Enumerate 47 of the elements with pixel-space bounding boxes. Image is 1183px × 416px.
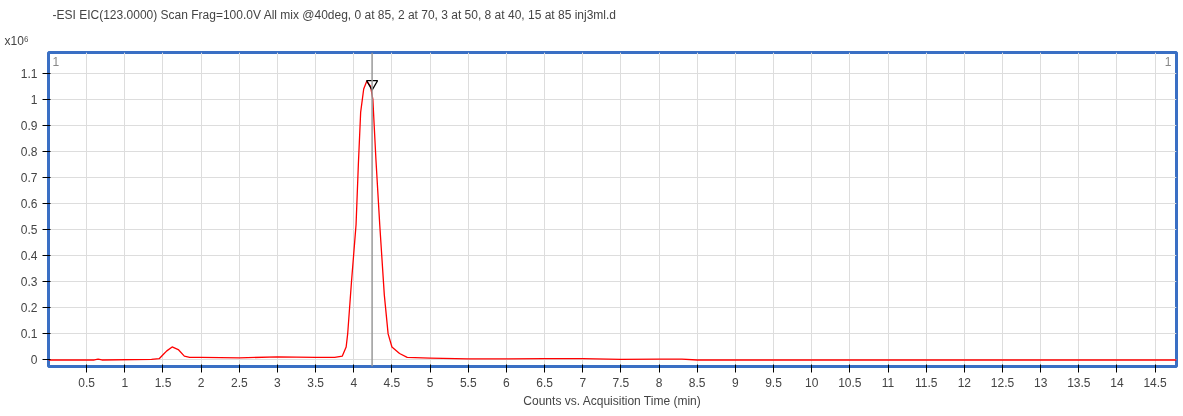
y-tick-label: 0.7 <box>20 171 38 186</box>
x-tick-label: 5 <box>426 375 434 390</box>
x-tick-label: 8 <box>655 375 663 390</box>
x-tick-label: 3 <box>274 375 282 390</box>
x-tick-label: 8.5 <box>688 375 706 390</box>
x-tick-label: 10 <box>805 375 819 390</box>
line-series <box>48 80 1177 361</box>
y-tick-label: 0.8 <box>20 145 38 160</box>
chart-title: -ESI EIC(123.0000) Scan Frag=100.0V All mix @40deg, 0 at 85, 2 at 70, 3 at 50, 8 at 40, 15 at 85 inj3ml.d <box>52 7 617 22</box>
y-tick-label: 0 <box>30 353 38 368</box>
x-tick-label: 9 <box>732 375 740 390</box>
x-tick-label: 14.5 <box>1143 375 1168 390</box>
x-tick-label: 5.5 <box>459 375 477 390</box>
x-tick-label: 7 <box>579 375 587 390</box>
y-tick-label: 1.1 <box>20 66 38 81</box>
x-tick-label: 14 <box>1110 375 1124 390</box>
x-tick-label: 13.5 <box>1067 375 1091 390</box>
x-tick-label: 11.5 <box>914 375 938 390</box>
x-tick-label: 12 <box>957 375 972 390</box>
x-tick-label: 9.5 <box>765 375 783 390</box>
y-tick-label: 0.2 <box>20 301 38 316</box>
x-tick-label: 2 <box>197 375 205 390</box>
x-tick-label: 10.5 <box>838 375 862 390</box>
x-tick-label: 1 <box>121 375 129 390</box>
y-tick-label: 0.4 <box>20 249 38 264</box>
x-tick-label: 13 <box>1033 375 1048 390</box>
y-tick-label: 0.5 <box>20 223 38 238</box>
x-tick-label: 1.5 <box>154 375 172 390</box>
x-tick-label: 11 <box>881 375 895 390</box>
x-tick-label: 4 <box>350 375 358 390</box>
x-tick-label: 6.5 <box>536 375 554 390</box>
x-tick-label: 6 <box>503 375 511 390</box>
annotation: 1 <box>1164 54 1172 69</box>
annotation: 1 <box>52 54 60 69</box>
x-tick-label: 7.5 <box>612 375 630 390</box>
y-tick-label: 0.3 <box>20 275 38 290</box>
y-tick-label: 0.9 <box>20 118 38 133</box>
x-tick-label: 0.5 <box>78 375 96 390</box>
y-tick-label: 1 <box>30 92 38 107</box>
x-tick-label: 12.5 <box>990 375 1015 390</box>
y-tick-label: 0.6 <box>20 197 38 212</box>
y-axis-title: x10⁶ <box>4 33 29 48</box>
x-tick-label: 3.5 <box>307 375 325 390</box>
x-tick-label: 2.5 <box>230 375 248 390</box>
y-tick-label: 0.1 <box>20 327 38 342</box>
x-axis-title: Counts vs. Acquisition Time (min) <box>523 393 701 408</box>
x-tick-label: 4.5 <box>383 375 401 390</box>
